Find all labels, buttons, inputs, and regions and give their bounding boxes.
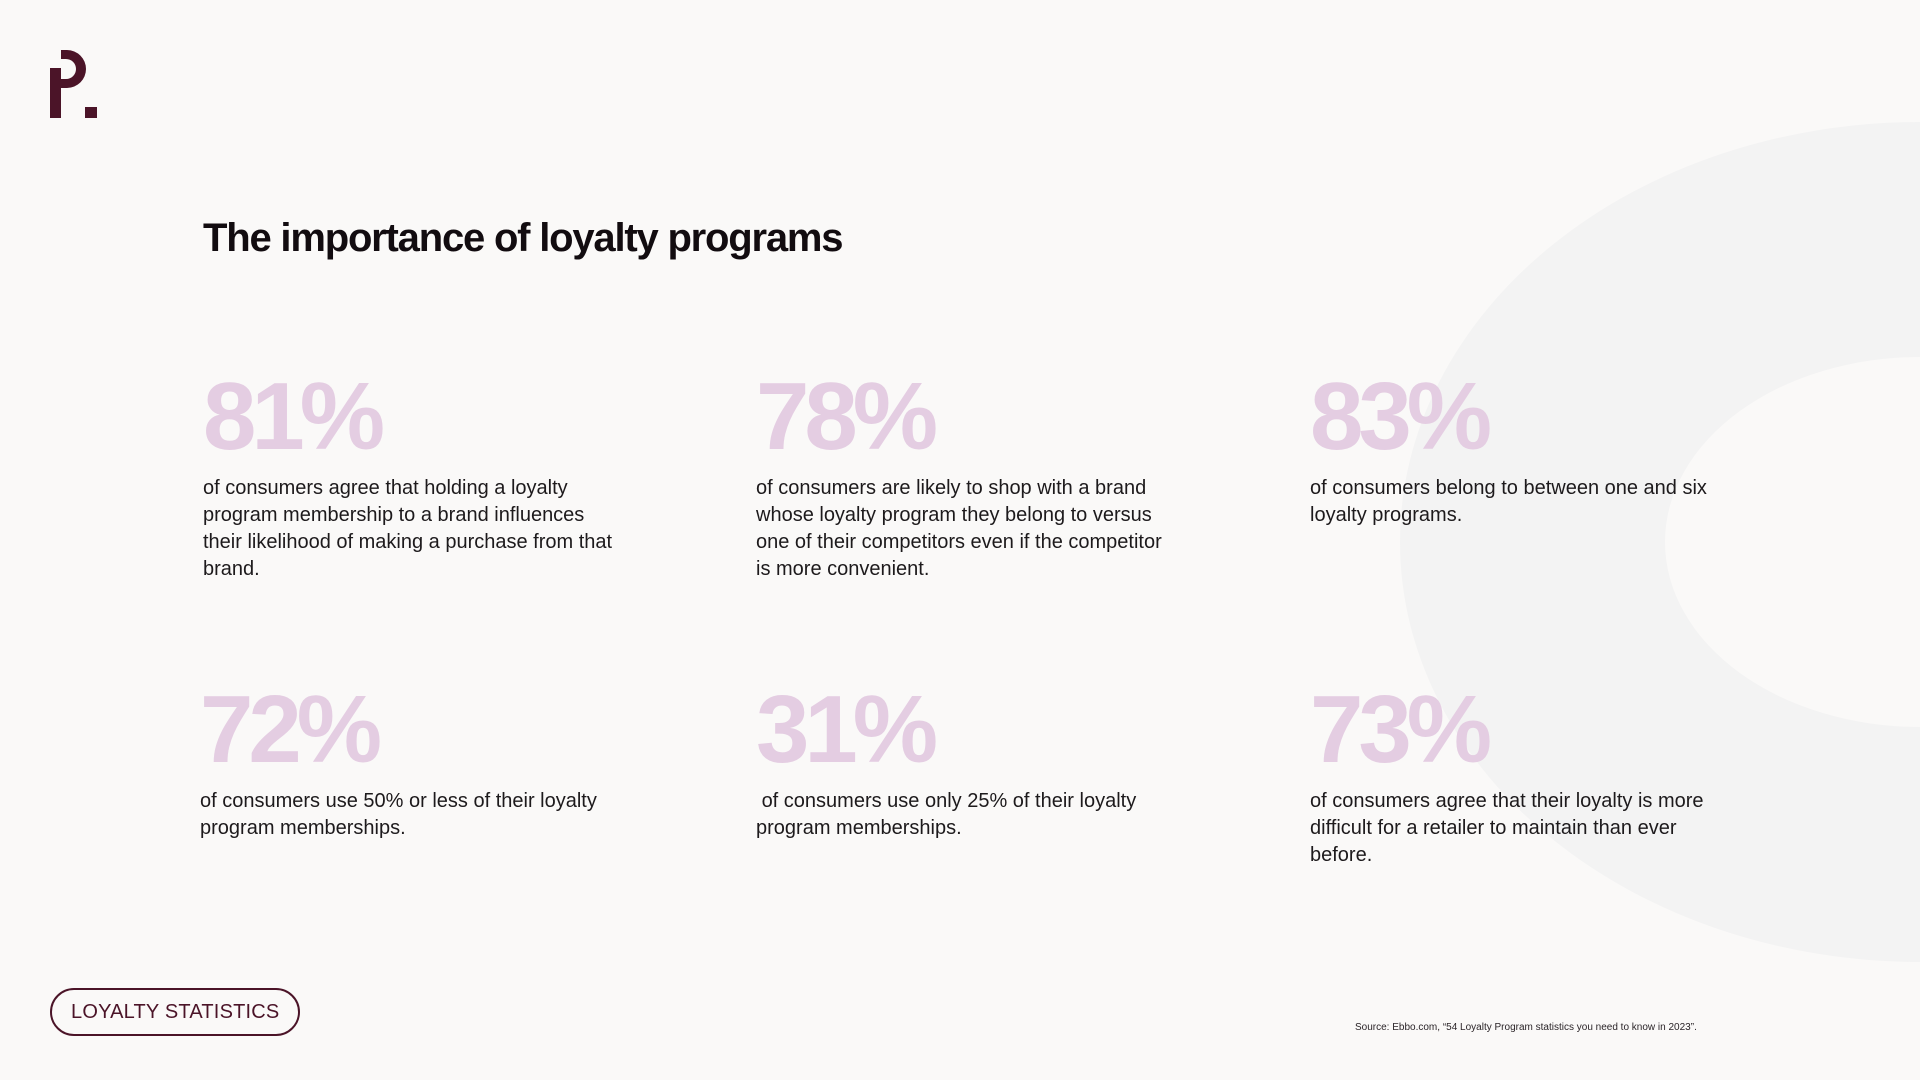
stat-value: 73%: [1310, 676, 1492, 783]
stat-description: of consumers use 50% or less of their lo…: [200, 790, 597, 839]
stat-description: of consumers use only 25% of their loyal…: [756, 790, 1142, 839]
stat-block: 81% of consumers agree that holding a lo…: [203, 369, 623, 583]
p-dot-logo-icon: [50, 50, 98, 120]
stat-value: 72%: [200, 676, 382, 783]
stat-description: of consumers agree that holding a loyalt…: [203, 477, 613, 580]
source-note: Source: Ebbo.com, “54 Loyalty Program st…: [1355, 1022, 1697, 1033]
stat-block: 73% of consumers agree that their loyalt…: [1310, 682, 1730, 869]
stat-description: of consumers are likely to shop with a b…: [756, 477, 1162, 580]
stat-value: 83%: [1310, 363, 1492, 470]
stat-block: 72% of consumers use 50% or less of thei…: [200, 682, 620, 842]
page-title: The importance of loyalty programs: [203, 216, 844, 260]
stat-value: 31%: [756, 676, 938, 783]
stat-description: of consumers belong to between one and s…: [1310, 477, 1707, 526]
stat-block: 31% of consumers use only 25% of their l…: [756, 682, 1176, 842]
section-tag: LOYALTY STATISTICS: [50, 988, 301, 1036]
section-tag-label: LOYALTY STATISTICS: [71, 1000, 280, 1023]
stat-value: 81%: [203, 363, 385, 470]
stat-block: 78% of consumers are likely to shop with…: [756, 369, 1176, 583]
stat-description: of consumers agree that their loyalty is…: [1310, 790, 1704, 866]
stat-value: 78%: [756, 363, 938, 470]
stat-block: 83% of consumers belong to between one a…: [1310, 369, 1730, 529]
